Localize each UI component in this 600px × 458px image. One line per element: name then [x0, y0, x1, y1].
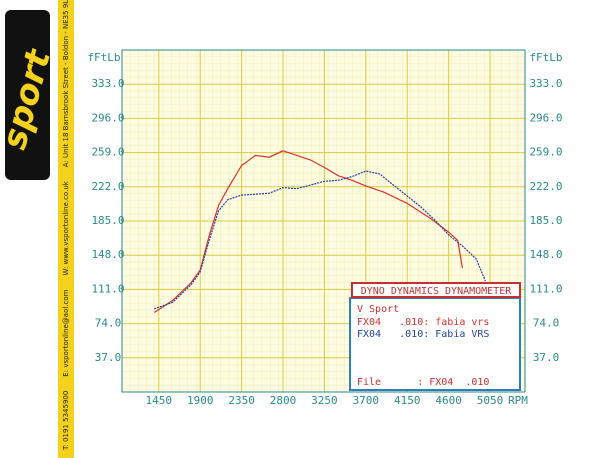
- y-tick-label: 185.0: [91, 214, 124, 227]
- plot-border: [121, 49, 526, 393]
- contact-line: E: vsportonline@aol.com: [62, 289, 70, 376]
- y-tick-label: 296.0: [91, 111, 124, 124]
- series-line: [154, 170, 486, 310]
- y-tick-label: 148.0: [91, 248, 124, 261]
- x-tick-label: 2350: [228, 394, 255, 407]
- x-tick-label: 1900: [187, 394, 214, 407]
- contact-line: W: www.vsportonline.co.uk: [62, 180, 70, 275]
- legend-heading: V Sport: [357, 304, 399, 315]
- y-tick-label: 259.0: [91, 146, 124, 159]
- contacts: T: 0191 5345900 E: vsportonline@aol.com W:…: [62, 0, 70, 451]
- y-tick-label-right: 296.0: [529, 111, 562, 124]
- x-tick-label: 2800: [270, 394, 297, 407]
- x-tick-label: 3250: [311, 394, 338, 407]
- brand-stripe: [58, 0, 74, 458]
- y-axis-label: fFtLb: [87, 51, 120, 64]
- y-tick-label-right: 148.0: [529, 248, 562, 261]
- y-tick-label-right: 222.0: [529, 180, 562, 193]
- legend-title-box: [351, 282, 521, 298]
- x-axis-label: RPM: [508, 394, 528, 407]
- logo-shape: [5, 10, 50, 180]
- y-tick-label: 37.0: [95, 351, 122, 364]
- legend-entry: FX04 .010: Fabia VRS: [357, 329, 489, 340]
- y-tick-label: 333.0: [91, 77, 124, 90]
- x-tick-label: 5050: [477, 394, 504, 407]
- legend-file: File : FX04 .010: [357, 377, 489, 388]
- x-tick-label: 3700: [353, 394, 380, 407]
- x-tick-label: 4600: [435, 394, 462, 407]
- y-axis-label-right: fFtLb: [529, 51, 562, 64]
- y-tick-label: 74.0: [95, 317, 122, 330]
- y-tick-label-right: 37.0: [533, 351, 560, 364]
- x-tick-label: 1450: [146, 394, 173, 407]
- y-tick-label-right: 111.0: [529, 282, 562, 295]
- y-tick-label: 111.0: [91, 282, 124, 295]
- legend-entry: FX04 .010: fabia vrs: [357, 317, 489, 328]
- contact-line: A: Unit 18 Barnsbrook Street - Boldon - …: [62, 0, 70, 167]
- y-tick-label-right: 74.0: [533, 317, 560, 330]
- contact-line: T: 0191 5345900: [62, 391, 70, 451]
- legend-title: DYNO DYNAMICS DYNAMOMETER: [361, 286, 512, 297]
- x-tick-label: 4150: [394, 394, 421, 407]
- y-tick-label-right: 259.0: [529, 146, 562, 159]
- series-line: [153, 150, 463, 314]
- y-tick-label-right: 333.0: [529, 77, 562, 90]
- y-tick-label: 222.0: [91, 180, 124, 193]
- y-tick-label-right: 185.0: [529, 214, 562, 227]
